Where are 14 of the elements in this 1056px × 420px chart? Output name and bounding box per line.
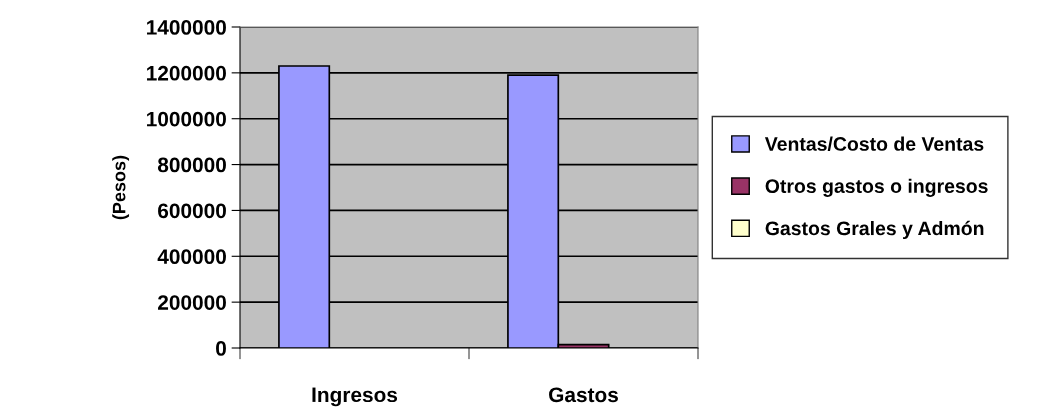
y-tick-label: 400000 <box>157 249 226 265</box>
legend-label: Ventas/Costo de Ventas <box>764 136 984 152</box>
y-tick-label: 1000000 <box>147 111 226 127</box>
y-tick-label: 600000 <box>158 203 226 219</box>
legend-label: Otros gastos o ingresos <box>765 178 988 197</box>
y-tick-label: 1200000 <box>147 65 226 81</box>
y-tick-label: 200000 <box>158 295 226 310</box>
legend-label: Gastos Grales y Admón <box>765 220 984 240</box>
y-tick-label: 800000 <box>157 157 226 173</box>
y-axis-title: (Pesos) <box>112 155 130 220</box>
y-tick-label: 1400000 <box>147 20 226 35</box>
x-tick-label: Gastos <box>549 387 618 403</box>
x-tick-label: Ingresos <box>312 387 398 407</box>
y-tick-label: 0 <box>216 341 226 356</box>
